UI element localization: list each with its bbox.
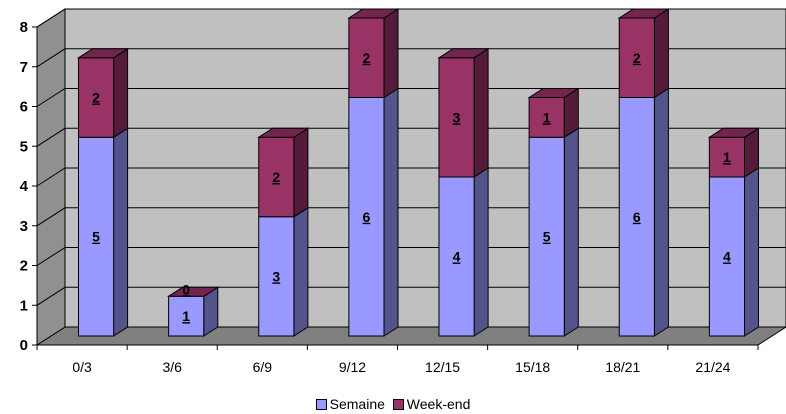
x-axis: 0/3 3/6 6/9 9/12 12/15 15/18 18/21 21/24 xyxy=(36,344,759,375)
data-label-semaine: 6 xyxy=(363,209,371,225)
y-tick-label: 1 xyxy=(20,297,28,314)
bar-top-week-end xyxy=(617,8,671,19)
gridline xyxy=(36,48,786,68)
legend-label-week-end: Week-end xyxy=(406,396,471,412)
x-tick-label: 15/18 xyxy=(515,359,550,375)
gridline xyxy=(36,8,786,28)
bar-week-end xyxy=(528,97,565,138)
bar-week-end xyxy=(348,17,385,98)
data-label-week-end: 0 xyxy=(182,281,190,297)
bar-side-semaine xyxy=(653,87,669,337)
x-tick-label: 21/24 xyxy=(695,359,730,375)
legend-item-semaine: Semaine xyxy=(315,396,385,412)
bar-side-semaine xyxy=(113,127,129,337)
bar-semaine xyxy=(708,176,746,337)
bar-week-end xyxy=(258,136,295,218)
data-label-semaine: 4 xyxy=(453,249,461,265)
bar-side-week-end xyxy=(653,8,669,99)
data-label-semaine: 6 xyxy=(633,209,641,225)
bar-group: 43 xyxy=(437,47,490,337)
data-label-semaine: 1 xyxy=(182,308,190,324)
y-tick-label: 2 xyxy=(20,258,28,275)
bar-top-week-end xyxy=(76,48,130,59)
y-tick-label: 8 xyxy=(20,19,28,36)
bar-group: 62 xyxy=(617,8,671,337)
legend-swatch-semaine xyxy=(315,398,327,410)
x-tick-label: 6/9 xyxy=(253,359,273,375)
bar-top-week-end xyxy=(166,286,220,297)
bar-top-week-end xyxy=(707,127,761,138)
data-label-week-end: 1 xyxy=(543,109,551,125)
bar-week-end xyxy=(77,57,115,138)
bar-side-week-end xyxy=(473,47,489,178)
bar-week-end xyxy=(708,136,746,178)
data-label-week-end: 2 xyxy=(633,50,641,66)
bar-top-week-end xyxy=(256,127,310,138)
y-tick-label: 3 xyxy=(20,218,28,235)
floor xyxy=(35,326,786,346)
bar-group: 51 xyxy=(527,87,581,337)
data-label-week-end: 1 xyxy=(723,149,731,165)
y-tick-label: 7 xyxy=(20,59,28,76)
bar-top-week-end xyxy=(437,48,490,59)
bar-side-week-end xyxy=(383,8,399,99)
bar-group: 32 xyxy=(256,127,310,337)
data-label-week-end: 2 xyxy=(92,90,100,106)
data-label-semaine: 4 xyxy=(723,249,731,265)
x-tick-label: 0/3 xyxy=(72,359,92,375)
data-label-week-end: 2 xyxy=(272,169,280,185)
bar-side-week-end xyxy=(293,127,309,218)
y-tick-label: 0 xyxy=(20,337,28,354)
bar-group: 10 xyxy=(166,281,220,337)
bar-top-week-end xyxy=(527,88,581,98)
x-tick-label: 18/21 xyxy=(605,359,640,375)
y-axis: 0 1 2 3 4 5 6 7 8 xyxy=(20,19,38,354)
bar-side-week-end xyxy=(113,47,129,139)
x-tick-label: 9/12 xyxy=(339,359,366,375)
y-tick-label: 5 xyxy=(20,138,28,155)
legend-label-semaine: Semaine xyxy=(329,396,385,412)
bar-side-semaine xyxy=(473,167,489,337)
data-label-semaine: 5 xyxy=(543,229,551,245)
bar-group: 62 xyxy=(347,8,400,337)
legend-item-week-end: Week-end xyxy=(392,396,471,412)
data-label-semaine: 3 xyxy=(272,268,280,284)
bar-side-semaine xyxy=(563,127,579,337)
bar-group: 41 xyxy=(707,127,761,337)
x-tick-label: 3/6 xyxy=(162,359,182,375)
y-tick-label: 4 xyxy=(20,178,29,195)
legend-swatch-week-end xyxy=(392,398,404,410)
x-tick-label: 12/15 xyxy=(425,359,460,375)
data-label-semaine: 5 xyxy=(92,229,100,245)
bar-week-end xyxy=(438,57,475,178)
bar-semaine xyxy=(77,136,115,337)
bar-top-week-end xyxy=(347,8,400,19)
bar-group: 52 xyxy=(76,47,130,337)
data-label-week-end: 2 xyxy=(363,50,371,66)
bar-semaine xyxy=(528,136,565,337)
bar-side-semaine xyxy=(744,167,759,337)
bar-semaine xyxy=(618,97,655,337)
y-tick-label: 6 xyxy=(20,99,28,116)
bar-semaine xyxy=(258,216,295,337)
bar-side-semaine xyxy=(293,206,309,337)
data-label-week-end: 3 xyxy=(453,109,461,125)
bar-side-semaine xyxy=(383,87,399,337)
legend: Semaine Week-end xyxy=(0,396,786,413)
